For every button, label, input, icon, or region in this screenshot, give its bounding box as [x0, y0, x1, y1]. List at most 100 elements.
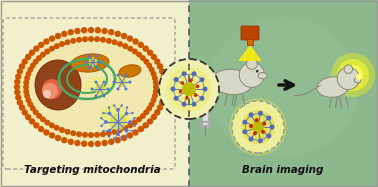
Circle shape	[181, 71, 187, 76]
Circle shape	[125, 112, 128, 115]
Circle shape	[138, 42, 144, 48]
Circle shape	[151, 54, 157, 60]
Circle shape	[196, 85, 200, 88]
Circle shape	[100, 37, 106, 43]
Circle shape	[161, 89, 168, 95]
Circle shape	[159, 68, 166, 75]
Circle shape	[157, 104, 163, 111]
Circle shape	[138, 126, 144, 132]
Circle shape	[246, 59, 257, 69]
Circle shape	[54, 125, 60, 131]
Circle shape	[88, 57, 98, 67]
Circle shape	[88, 27, 94, 33]
Circle shape	[149, 101, 155, 107]
Circle shape	[25, 114, 31, 120]
Circle shape	[108, 112, 111, 115]
Circle shape	[178, 90, 182, 94]
Circle shape	[94, 36, 100, 42]
Circle shape	[203, 87, 208, 91]
Circle shape	[94, 94, 98, 97]
Circle shape	[33, 122, 40, 129]
Circle shape	[90, 88, 93, 91]
Circle shape	[258, 138, 263, 143]
Circle shape	[15, 94, 22, 101]
Circle shape	[153, 80, 159, 86]
Ellipse shape	[42, 79, 62, 99]
Circle shape	[74, 28, 81, 34]
Circle shape	[68, 29, 74, 35]
Circle shape	[117, 41, 123, 47]
Circle shape	[29, 118, 35, 125]
Circle shape	[191, 71, 197, 76]
Circle shape	[116, 88, 119, 91]
Circle shape	[49, 132, 55, 139]
Circle shape	[116, 132, 120, 136]
Circle shape	[106, 130, 112, 136]
Text: Brain imaging: Brain imaging	[242, 165, 324, 175]
Circle shape	[101, 28, 108, 34]
Circle shape	[43, 90, 51, 98]
Circle shape	[133, 125, 136, 127]
Circle shape	[121, 33, 127, 39]
Circle shape	[70, 130, 76, 136]
Circle shape	[25, 54, 31, 60]
Circle shape	[54, 43, 60, 49]
Circle shape	[132, 49, 138, 55]
Ellipse shape	[29, 42, 153, 132]
Circle shape	[49, 122, 55, 128]
Circle shape	[113, 80, 116, 84]
Circle shape	[242, 120, 247, 125]
Circle shape	[136, 52, 142, 58]
Circle shape	[121, 135, 127, 141]
Circle shape	[14, 89, 20, 95]
Circle shape	[59, 127, 65, 133]
Circle shape	[23, 88, 29, 94]
Circle shape	[15, 73, 22, 80]
Ellipse shape	[354, 78, 361, 83]
Circle shape	[232, 101, 284, 153]
Circle shape	[253, 131, 257, 135]
Circle shape	[143, 109, 149, 115]
Circle shape	[112, 129, 118, 135]
Circle shape	[40, 116, 46, 122]
Circle shape	[181, 81, 184, 85]
Circle shape	[23, 80, 29, 86]
Circle shape	[27, 101, 33, 107]
Circle shape	[81, 27, 87, 33]
Circle shape	[25, 71, 31, 77]
Circle shape	[113, 137, 115, 140]
Circle shape	[88, 141, 94, 147]
Circle shape	[249, 124, 253, 128]
Bar	[201, 107, 209, 112]
Circle shape	[101, 140, 108, 146]
Circle shape	[88, 54, 91, 57]
Circle shape	[140, 113, 146, 119]
Circle shape	[108, 129, 111, 132]
Circle shape	[85, 61, 87, 64]
Circle shape	[17, 68, 23, 75]
Circle shape	[132, 129, 139, 136]
FancyBboxPatch shape	[241, 26, 259, 40]
Circle shape	[59, 41, 65, 47]
Bar	[202, 107, 208, 127]
Circle shape	[255, 118, 259, 122]
Circle shape	[106, 38, 112, 44]
Circle shape	[127, 35, 133, 42]
Circle shape	[162, 84, 168, 90]
Circle shape	[152, 75, 158, 81]
Circle shape	[122, 125, 128, 131]
Circle shape	[161, 94, 167, 101]
Circle shape	[344, 65, 353, 73]
Circle shape	[33, 109, 39, 115]
Circle shape	[181, 102, 187, 107]
Circle shape	[258, 111, 263, 116]
Circle shape	[151, 114, 157, 120]
Circle shape	[33, 45, 40, 52]
Circle shape	[115, 31, 121, 37]
Circle shape	[38, 126, 44, 132]
Circle shape	[65, 39, 71, 45]
Circle shape	[116, 108, 120, 112]
Polygon shape	[238, 45, 262, 61]
Circle shape	[126, 106, 128, 109]
Circle shape	[55, 33, 61, 39]
